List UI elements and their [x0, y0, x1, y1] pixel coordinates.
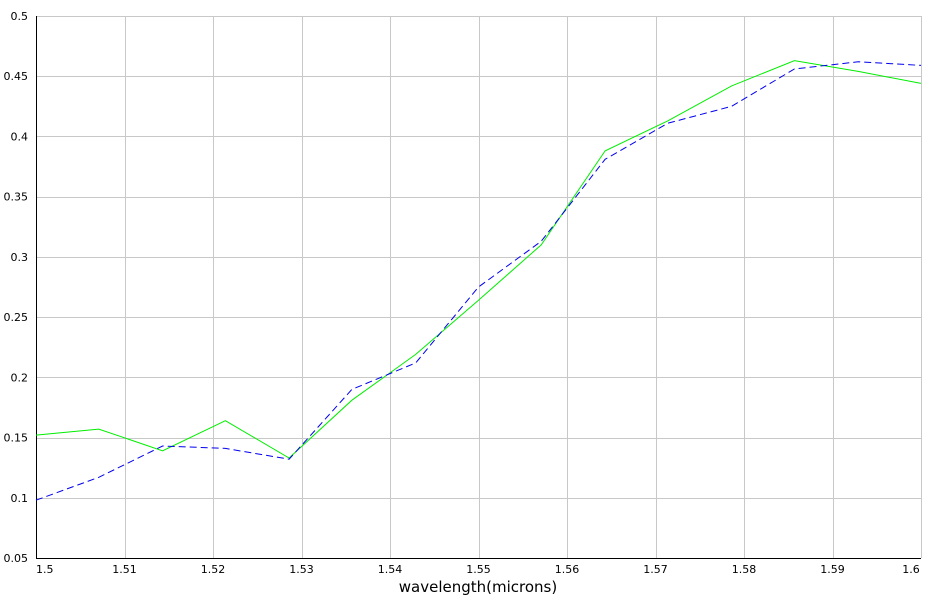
data-series — [35, 60, 922, 501]
y-tick-label: 0.2 — [11, 371, 29, 384]
x-tick-label: 1.59 — [820, 563, 845, 576]
y-tick-label: 0.1 — [11, 492, 29, 505]
y-tick-label: 0.25 — [4, 311, 29, 324]
x-tick-label: 1.52 — [201, 563, 226, 576]
axes — [36, 16, 921, 559]
grid-lines — [36, 16, 922, 559]
x-tick-label: 1.53 — [289, 563, 314, 576]
y-tick-label: 0.3 — [11, 251, 29, 264]
series-line-2 — [35, 61, 922, 501]
tick-labels: 1.5 1.51 1.52 1.53 1.54 1.55 1.56 1.57 1.58 1.59 1… — [4, 10, 920, 576]
y-tick-label: 0.35 — [4, 191, 29, 204]
y-tick-label: 0.15 — [4, 432, 29, 445]
series-line-1 — [35, 60, 922, 459]
y-tick-label: 0.05 — [4, 552, 29, 565]
x-tick-label: 1.51 — [112, 563, 137, 576]
y-tick-label: 0.5 — [11, 10, 29, 23]
y-tick-label: 0.4 — [11, 130, 29, 143]
x-axis-title: wavelength(microns) — [399, 578, 557, 596]
x-tick-label: 1.54 — [378, 563, 403, 576]
x-tick-label: 1.6 — [902, 563, 920, 576]
x-tick-label: 1.56 — [555, 563, 580, 576]
y-tick-label: 0.45 — [4, 70, 29, 83]
x-tick-label: 1.5 — [36, 563, 54, 576]
x-tick-label: 1.58 — [732, 563, 757, 576]
x-tick-label: 1.57 — [643, 563, 668, 576]
x-tick-label: 1.55 — [466, 563, 491, 576]
